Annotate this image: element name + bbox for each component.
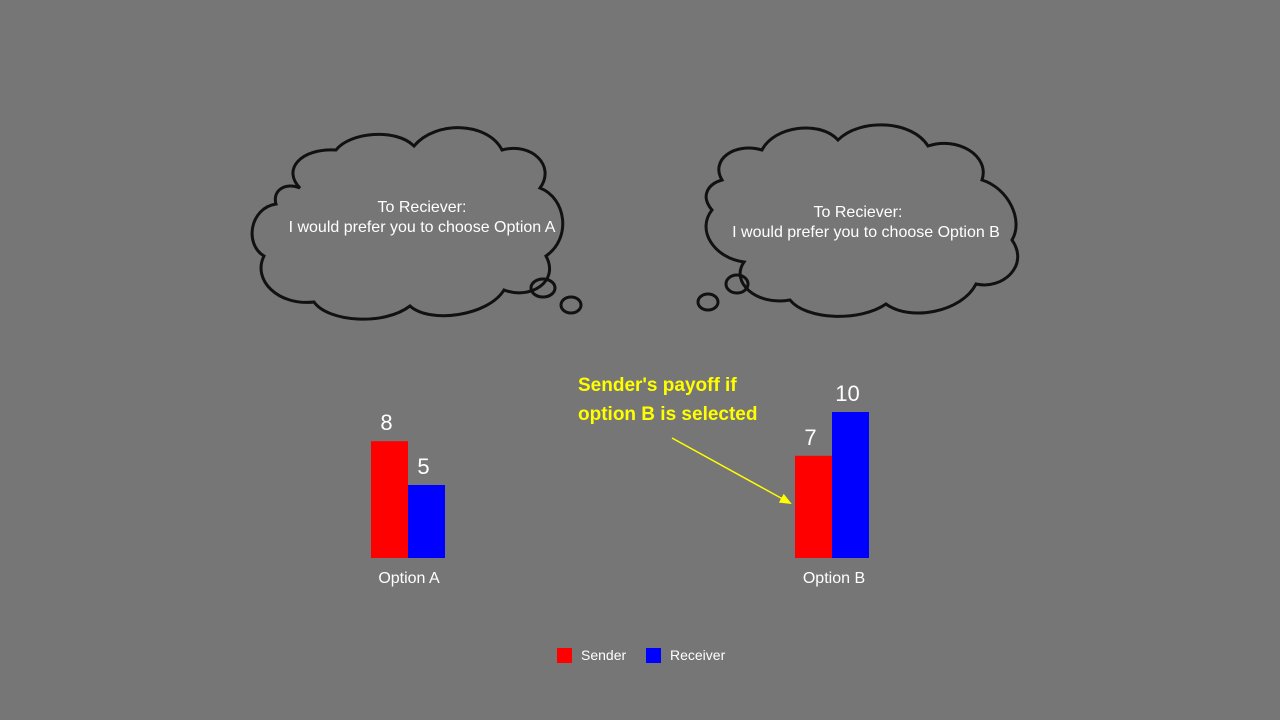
annotation-line2: option B is selected [578, 404, 757, 425]
value-label-receiver-option-b: 10 [835, 381, 859, 406]
thought-bubble-large [529, 277, 557, 299]
thought-bubble-small [559, 295, 583, 315]
category-label-option-b: Option B [803, 570, 865, 587]
cloud-outline-icon [704, 123, 1020, 318]
value-label-receiver-option-a: 5 [417, 454, 429, 479]
legend-label-receiver: Receiver [670, 647, 726, 663]
annotation-line1: Sender's payoff if [578, 375, 737, 396]
legend: Sender Receiver [557, 647, 726, 663]
cloud-a-line2: I would prefer you to choose Option A [289, 219, 556, 236]
bar-sender-option-b [795, 455, 832, 558]
cloud-b-line1: To Reciever: [814, 204, 903, 221]
annotation: Sender's payoff if option B is selected [578, 375, 792, 504]
value-label-sender-option-b: 7 [804, 425, 816, 450]
legend-swatch-sender [557, 648, 572, 663]
bar-receiver-option-a [408, 485, 445, 558]
annotation-arrow [671, 437, 792, 504]
cloud-b-line2: I would prefer you to choose Option B [732, 224, 1000, 241]
thought-cloud-option-a: To Reciever: I would prefer you to choos… [250, 126, 583, 321]
cloud-outline-icon [250, 126, 565, 321]
category-label-option-a: Option A [378, 570, 440, 587]
legend-label-sender: Sender [581, 647, 626, 663]
bar-sender-option-a [371, 441, 408, 558]
cloud-a-line1: To Reciever: [378, 199, 467, 216]
legend-swatch-receiver [646, 648, 661, 663]
thought-bubble-small [696, 292, 720, 312]
bars-group: 85 Option A 7 10 Option B [371, 381, 869, 587]
bar-receiver-option-b [832, 412, 869, 558]
value-label-sender-option-a: 8 [380, 410, 392, 435]
thought-cloud-option-b: To Reciever: I would prefer you to choos… [696, 123, 1020, 318]
thought-bubble-large [724, 273, 750, 295]
